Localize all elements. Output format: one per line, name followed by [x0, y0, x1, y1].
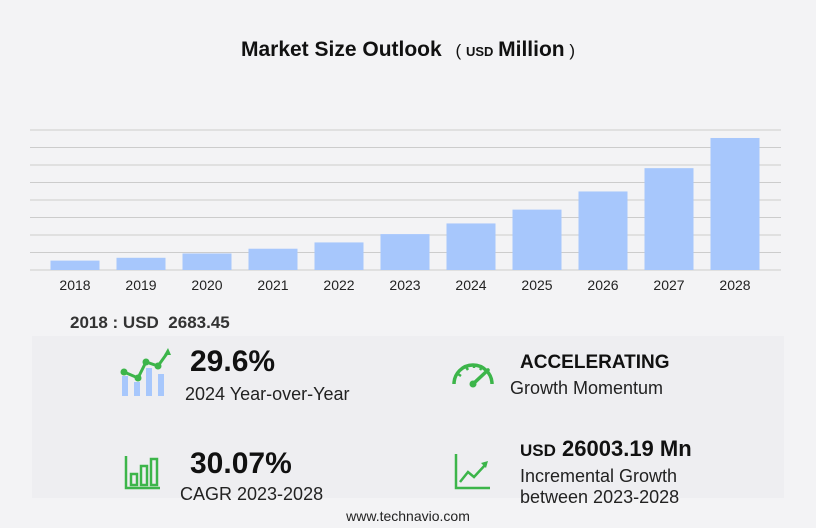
- x-tick-label: 2019: [125, 277, 156, 293]
- kpi-cagr-label-wrap: CAGR 2023-2028: [180, 484, 323, 505]
- bar-chart: 2018 2019 2020 2021 2022 2023 2024 2025 2026 2027…: [30, 129, 781, 293]
- title-text: Market Size Outlook: [240, 38, 442, 61]
- momentum-value: ACCELERATING: [520, 352, 670, 373]
- x-tick-label: 2023: [389, 277, 420, 293]
- unit-close: ): [569, 41, 576, 60]
- x-tick-label: 2021: [257, 277, 288, 293]
- incremental-label-2: between 2023-2028: [520, 487, 680, 507]
- unit-usd: USD: [465, 44, 494, 59]
- x-tick-label: 2027: [653, 277, 684, 293]
- bar-2024: [446, 223, 496, 270]
- kpi-yoy: 29.6%: [190, 345, 275, 379]
- incremental-label-1: Incremental Growth: [520, 466, 678, 486]
- x-tick-label: 2018: [59, 277, 90, 293]
- kpi-momentum: ACCELERATING: [520, 352, 670, 374]
- source-footer: www.technavio.com: [346, 508, 470, 524]
- bar-2022: [314, 242, 364, 270]
- title-unit: ( USD Million ): [455, 38, 576, 61]
- incremental-headline: USD 26003.19 Mn: [520, 436, 692, 462]
- incremental-prefix: USD: [520, 441, 556, 460]
- x-tick-label: 2020: [191, 277, 222, 293]
- yoy-label: 2024 Year-over-Year: [185, 384, 350, 404]
- bar-2023: [380, 234, 430, 270]
- trend-line-icon: [454, 454, 490, 490]
- bar-2026: [578, 191, 628, 270]
- speedometer-icon: [452, 363, 494, 388]
- kpi-incremental-label-wrap: Incremental Growth between 2023-2028: [520, 466, 679, 508]
- yoy-value: 29.6%: [190, 345, 276, 378]
- bar-2025: [512, 209, 562, 270]
- bar-chart-icon: [124, 456, 160, 490]
- x-tick-label: 2026: [587, 277, 618, 293]
- x-tick-label: 2025: [521, 277, 552, 293]
- kpi-cagr: 30.07%: [190, 447, 292, 481]
- x-tick-label: 2024: [455, 277, 486, 293]
- x-tick-label: 2028: [719, 277, 750, 293]
- bar-2019: [116, 257, 166, 270]
- kpi-yoy-label-wrap: 2024 Year-over-Year: [185, 384, 349, 405]
- unit-open: (: [455, 41, 462, 60]
- bar-2020: [182, 253, 232, 270]
- cagr-label: CAGR 2023-2028: [180, 484, 324, 504]
- kpi-momentum-label-wrap: Growth Momentum: [510, 378, 663, 399]
- bar-2021: [248, 248, 298, 270]
- base-year-value: 2018 : USD 2683.45: [70, 313, 230, 333]
- cagr-value: 30.07%: [190, 447, 292, 480]
- momentum-label: Growth Momentum: [510, 378, 664, 398]
- incremental-value: 26003.19 Mn: [562, 436, 692, 461]
- chart-title: Market Size Outlook ( USD Million ): [0, 38, 816, 62]
- x-tick-label: 2022: [323, 277, 354, 293]
- growth-chart-icon: [120, 348, 171, 396]
- bar-2027: [644, 168, 694, 270]
- kpi-incremental: USD 26003.19 Mn: [520, 436, 692, 462]
- base-year-label: 2018 : USD: [70, 313, 159, 332]
- bar-2028: [710, 137, 760, 270]
- bar-2018: [50, 260, 100, 270]
- base-year-number: 2683.45: [168, 313, 230, 332]
- unit-million: Million: [498, 38, 565, 61]
